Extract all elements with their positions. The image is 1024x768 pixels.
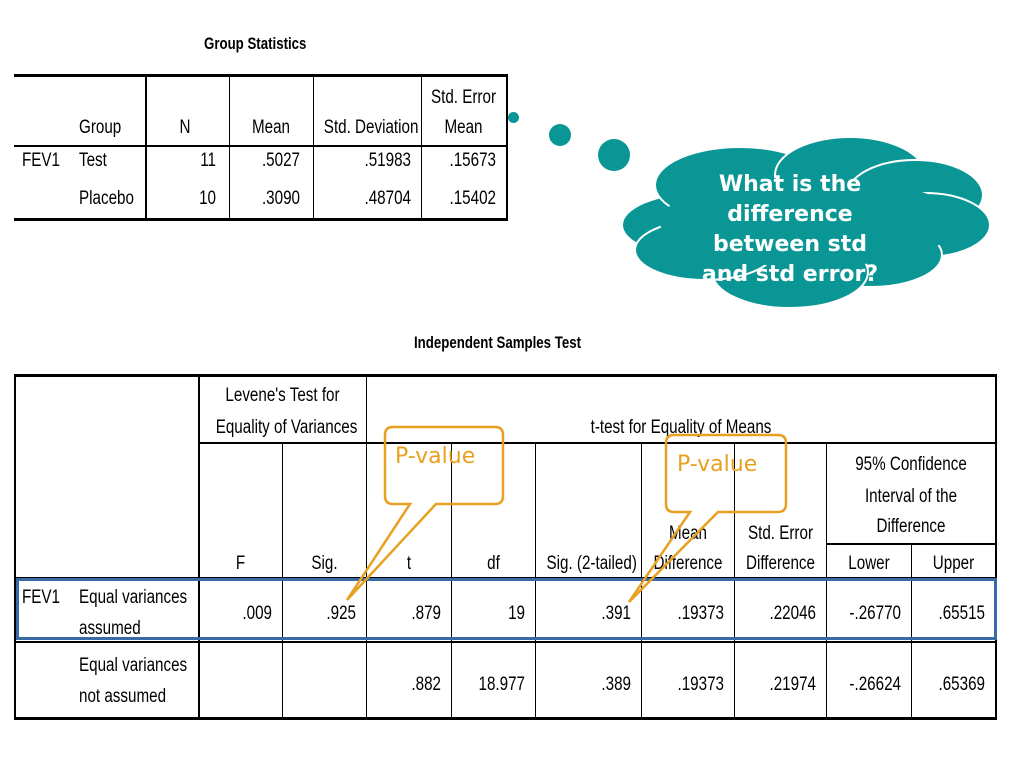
ist-row-label: Equal variances	[79, 587, 188, 608]
ist-cell-sig-2-tailed: .391	[601, 603, 631, 624]
ist-col-mean-diff: Mean	[668, 523, 708, 544]
ist-vline	[826, 442, 827, 720]
ist-cell-sig-2-tailed: .389	[601, 674, 631, 695]
gs-header-std-deviation: Std. Deviation	[323, 117, 419, 138]
ist-cell-std-err-diff: .21974	[769, 674, 817, 695]
ist-col-sig: Sig.	[311, 553, 338, 574]
ist-col-lower: Lower	[848, 553, 890, 574]
cloud-line: difference	[727, 202, 853, 227]
ist-vline	[14, 374, 16, 720]
ist-row-label-line2: not assumed	[79, 686, 167, 707]
ist-cell-upper: .65515	[938, 603, 986, 624]
ist-subheader-border	[199, 442, 997, 444]
ist-ci-header: 95% Confidence	[855, 454, 967, 475]
ist-cell-f: .009	[242, 603, 272, 624]
gs-header-std-error-mean: Mean	[444, 117, 483, 138]
gs-row-group: Test	[79, 150, 107, 171]
ist-vline	[911, 543, 912, 720]
group-statistics-title: Group Statistics	[204, 34, 307, 53]
ist-col-std-err-diff: Std. Error	[747, 523, 814, 544]
ist-top-border	[14, 374, 997, 377]
gs-variable-label: FEV1	[22, 150, 61, 171]
ist-ci-header-line3: Difference	[876, 516, 946, 537]
ist-vline	[282, 442, 283, 720]
ist-col-mean-diff-line2: Difference	[653, 553, 723, 574]
ist-col-f: F	[235, 553, 246, 574]
gs-header-n: N	[179, 117, 191, 138]
ist-bottom-border	[14, 717, 997, 720]
ist-ttest-header: t-test for Equality of Means	[590, 417, 772, 438]
ist-row-label-line2: assumed	[79, 618, 141, 639]
ist-vline	[366, 374, 367, 720]
ist-levene-header: Levene's Test for	[225, 385, 340, 406]
ist-vline	[995, 374, 997, 720]
gs-row-std-dev: .48704	[364, 188, 412, 209]
highlight-box	[16, 578, 997, 640]
ist-cell-mean-diff: .19373	[677, 603, 725, 624]
cloud-line: and std error?	[701, 262, 879, 287]
ist-cell-df: 19	[508, 603, 525, 624]
gs-row-std-dev: .51983	[364, 150, 412, 171]
gs-row-n: 10	[199, 188, 216, 209]
ist-col-upper: Upper	[932, 553, 975, 574]
gs-row-mean: .5027	[261, 150, 300, 171]
ist-ci-header-line2: Interval of the	[864, 486, 958, 507]
ist-row-border	[14, 641, 997, 643]
gs-header-mean: Mean	[251, 117, 291, 138]
ist-row-label: Equal variances	[79, 655, 188, 676]
independent-samples-title: Independent Samples Test	[414, 333, 582, 352]
gs-row-se: .15402	[449, 188, 497, 209]
gs-bottom-border	[14, 218, 508, 221]
gs-vline	[421, 74, 422, 220]
thought-dot-medium	[549, 124, 571, 146]
gs-row-mean: .3090	[261, 188, 300, 209]
ist-cell-t: .879	[411, 603, 441, 624]
gs-header-border	[14, 145, 508, 147]
cloud-line: between std	[712, 232, 868, 257]
gs-vline	[229, 74, 230, 220]
ist-vline	[535, 442, 536, 720]
ist-levene-header-line2: Equality of Variances	[215, 417, 358, 438]
gs-row-group: Placebo	[79, 188, 134, 209]
thought-dot-small	[508, 112, 519, 123]
ist-col-t: t	[406, 553, 412, 574]
ist-col-sig-2-tailed: Sig. (2-tailed)	[546, 553, 637, 574]
ist-cell-upper: .65369	[938, 674, 986, 695]
ist-cell-mean-diff: .19373	[677, 674, 725, 695]
gs-header-std-error: Std. Error	[430, 87, 497, 108]
ist-col-df: df	[487, 553, 500, 574]
ist-cell-t: .882	[411, 674, 441, 695]
pvalue-callout-1: P-value	[395, 444, 476, 469]
gs-vline	[145, 74, 147, 220]
cloud-line: What is the	[718, 172, 862, 197]
ist-cell-lower: -.26770	[849, 603, 901, 624]
gs-top-border	[14, 74, 508, 77]
gs-vline	[506, 74, 508, 220]
gs-row-se: .15673	[449, 150, 497, 171]
thought-dot-large	[598, 139, 630, 171]
ist-cell-df: 18.977	[478, 674, 526, 695]
gs-row-n: 11	[200, 150, 216, 171]
ist-cell-std-err-diff: .22046	[769, 603, 817, 624]
gs-header-group: Group	[79, 117, 122, 138]
pvalue-callout-2: P-value	[677, 452, 758, 477]
ist-vline	[198, 374, 200, 720]
ist-cell-sig: .925	[326, 603, 356, 624]
ist-cell-lower: -.26624	[849, 674, 901, 695]
gs-vline	[313, 74, 314, 220]
ist-col-std-err-diff-line2: Difference	[745, 553, 815, 574]
ist-variable-label: FEV1	[22, 587, 61, 608]
cloud-question: What is the difference between std and s…	[680, 170, 900, 290]
